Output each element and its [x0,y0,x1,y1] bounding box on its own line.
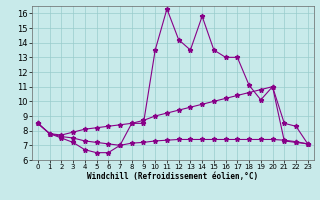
X-axis label: Windchill (Refroidissement éolien,°C): Windchill (Refroidissement éolien,°C) [87,172,258,181]
